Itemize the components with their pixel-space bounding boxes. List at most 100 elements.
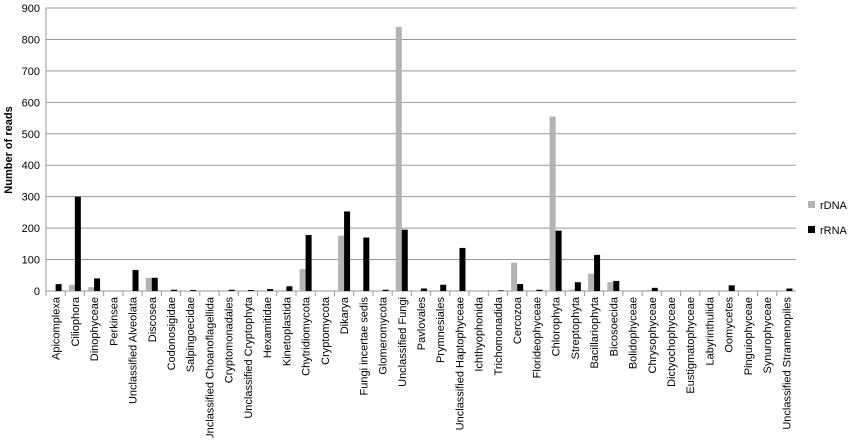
bar [568,289,575,291]
bar [299,268,306,291]
y-tick-label: 700 [22,66,40,78]
bar [94,278,101,291]
bar [382,289,389,291]
y-tick-label: 300 [22,192,40,204]
bar [228,289,235,291]
x-tick-label: Bolidophyceae [628,297,640,369]
bar [286,286,293,291]
bar [728,285,735,291]
x-tick-label: Eustigmatophyceae [685,297,697,394]
bar [786,288,793,291]
y-tick-label: 100 [22,255,40,267]
bar [280,290,287,291]
x-tick-label: Perkinsea [108,296,120,346]
bar [363,237,370,291]
bar [126,290,133,291]
bar [645,290,652,291]
x-tick-label: Streptophyta [570,296,582,359]
x-tick-label: Cercozoa [512,296,524,344]
x-tick-label: Dinophyceae [89,297,101,361]
x-tick-label: Chlorophyta [551,296,563,356]
bar [497,290,504,291]
x-tick-label: Oomycetes [724,297,736,353]
bar [511,262,518,291]
x-tick-label: Unclassified Haptophyceae [454,297,466,430]
bar [190,290,197,291]
y-tick-label: 0 [34,286,40,298]
x-tick-label: Unclassified Choanoflagellida [204,296,216,438]
x-tick-label: Dikarya [339,296,351,334]
bar [68,284,75,291]
bar [55,284,62,291]
x-tick-label: Trichomonadida [493,296,505,375]
y-tick-label: 600 [22,97,40,109]
y-tick-label: 400 [22,160,40,172]
x-tick-label: Cryptomonadales [224,297,236,384]
x-tick-label: Unclassified Stramenopiles [781,297,793,430]
bar [338,235,345,291]
y-tick-label: 900 [22,3,40,15]
y-tick-label: 800 [22,34,40,46]
bar [491,290,498,291]
legend-label: rRNA [820,225,848,237]
bar [421,288,427,291]
bar [594,254,601,291]
bar [247,290,254,291]
bar [74,196,81,291]
x-tick-label: Florideophyceae [531,297,543,378]
x-tick-label: Kinetoplastida [281,296,293,366]
bar [401,229,408,291]
x-tick-label: Pavlovales [416,297,428,351]
bar [267,289,274,291]
bar [517,284,524,291]
bar [651,287,658,291]
x-tick-label: Unclassified Alveolata [128,296,140,404]
bar [761,290,768,291]
x-tick-label: Discosea [147,296,159,342]
bar [440,284,447,291]
bar [305,235,312,291]
bar [184,290,191,291]
x-tick-label: Cryptomycota [320,296,332,365]
y-tick-label: 500 [22,129,40,141]
x-tick-label: Labyrinthulida [704,296,716,365]
x-tick-label: Pinguiophyceae [743,297,755,375]
legend-swatch [808,226,815,233]
bar [613,280,620,291]
x-tick-label: Unclassified Fungi [397,297,409,387]
x-tick-label: Hexamitidae [262,297,274,358]
y-tick-label: 200 [22,223,40,235]
x-tick-label: Ichthyophonida [474,296,486,371]
bar [107,290,114,291]
x-tick-label: Salpingoecidae [185,297,197,372]
bar [536,289,543,291]
bar [459,247,466,291]
bar [703,290,710,291]
x-tick-label: Codonosigidae [166,297,178,370]
x-tick-label: Glomeromycota [378,296,390,375]
y-axis-label: Number of reads [3,106,15,193]
bar [49,290,56,291]
bar [555,230,562,291]
bar [472,290,479,291]
bar [395,26,402,291]
x-tick-label: Chytridiomycota [301,296,313,376]
bar [549,116,556,291]
bar [145,277,152,291]
x-tick-label: Bacillariophyta [589,296,601,368]
bar [344,211,351,291]
x-tick-label: Fungi incertae sedis [358,297,370,396]
x-tick-label: Prymnesiales [435,297,447,364]
bar [151,277,158,291]
bar [241,290,248,291]
x-tick-label: Ciliophora [70,296,82,346]
x-tick-label: Bicosoecida [608,296,620,356]
bar [574,282,581,291]
bar [88,287,95,291]
x-tick-label: Apicomplexa [51,296,63,360]
bar [132,269,139,291]
bar [588,273,595,291]
bar [434,290,441,291]
x-tick-label: Unclassified Cryptophyta [243,296,255,419]
